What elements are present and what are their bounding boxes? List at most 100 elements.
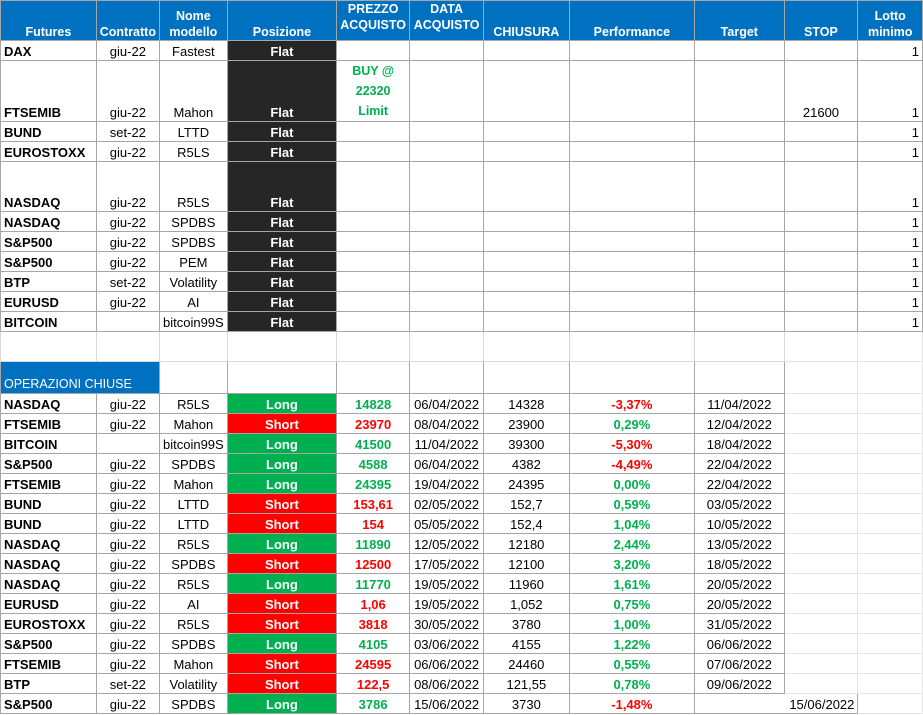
empty-cell[interactable] [95,331,160,362]
cell-target[interactable] [694,161,785,212]
cell-performance[interactable] [568,141,696,162]
cell-data-acquisto[interactable] [409,141,485,162]
cell-target[interactable]: 10/05/2022 [694,513,785,534]
cell-modello[interactable]: bitcoin99S [158,433,228,454]
cell-data-acquisto[interactable] [409,291,485,312]
cell-stop[interactable] [783,121,859,142]
cell-performance[interactable] [568,231,696,252]
cell-target[interactable]: 22/04/2022 [694,473,785,494]
cell-future[interactable]: FTSEMIB [0,60,97,122]
cell-target[interactable]: 11/04/2022 [694,393,785,414]
cell-future[interactable]: EUROSTOXX [0,141,97,162]
cell-future[interactable]: BTP [0,271,97,292]
cell-modello[interactable]: LTTD [158,513,228,534]
empty-cell[interactable] [483,331,570,362]
empty-cell[interactable] [158,361,228,394]
cell-chiusura[interactable]: 3780 [483,613,570,634]
empty-cell[interactable] [409,331,485,362]
cell-stop[interactable] [783,161,859,212]
cell-future[interactable]: EUROSTOXX [0,613,97,634]
empty-cell[interactable] [336,331,411,362]
cell-future[interactable]: EURUSD [0,593,97,614]
empty-cell[interactable] [783,361,859,394]
cell-modello[interactable]: Volatility [158,673,228,694]
cell-chiusura[interactable]: 39300 [483,433,570,454]
cell-chiusura[interactable] [483,141,570,162]
cell-chiusura[interactable]: 14328 [483,393,570,414]
cell-future[interactable]: BITCOIN [0,311,97,332]
empty-cell[interactable] [568,361,696,394]
cell-performance[interactable]: 0,78% [568,673,696,694]
cell-contratto[interactable]: giu-22 [95,251,160,272]
cell-contratto[interactable]: giu-22 [95,553,160,574]
cell-modello[interactable]: Mahon [158,413,228,434]
cell-performance[interactable]: 0,59% [568,493,696,514]
cell-data-acquisto[interactable]: 19/05/2022 [409,573,485,594]
cell-future[interactable]: BTP [0,673,97,694]
cell-chiusura[interactable]: 4382 [483,453,570,474]
cell-modello[interactable]: bitcoin99S [158,311,228,332]
empty-cell[interactable] [783,413,859,434]
empty-cell[interactable] [783,453,859,474]
cell-modello[interactable]: Mahon [158,473,228,494]
cell-posizione[interactable]: Flat [226,251,338,272]
cell-lotto[interactable]: 1 [857,60,923,122]
cell-chiusura[interactable]: 24460 [483,653,570,674]
cell-data-acquisto[interactable] [409,271,485,292]
cell-lotto[interactable]: 1 [857,231,923,252]
col-header-lotto-minimo[interactable]: Lotto minimo [857,0,923,41]
cell-target[interactable]: 12/04/2022 [694,413,785,434]
cell-contratto[interactable] [95,311,160,332]
empty-cell[interactable] [857,513,923,534]
col-header-futures[interactable]: Futures [0,0,97,41]
cell-performance[interactable]: -4,49% [568,453,696,474]
empty-cell[interactable] [226,361,338,394]
cell-future[interactable]: NASDAQ [0,553,97,574]
empty-cell[interactable] [694,331,785,362]
cell-data-acquisto[interactable] [409,251,485,272]
cell-chiusura[interactable] [483,271,570,292]
cell-performance[interactable] [568,121,696,142]
cell-performance[interactable] [568,311,696,332]
cell-lotto[interactable]: 1 [857,311,923,332]
cell-prezzo-acquisto[interactable] [336,271,411,292]
cell-prezzo-acquisto[interactable]: 14828 [336,393,411,414]
cell-posizione[interactable]: Flat [226,161,338,212]
cell-prezzo-acquisto[interactable]: 12500 [336,553,411,574]
cell-target[interactable]: 31/05/2022 [694,613,785,634]
cell-prezzo-acquisto[interactable]: 153,61 [336,493,411,514]
cell-posizione[interactable]: Flat [226,141,338,162]
cell-chiusura[interactable]: 1,052 [483,593,570,614]
cell-contratto[interactable]: set-22 [95,121,160,142]
cell-contratto[interactable]: giu-22 [95,493,160,514]
empty-cell[interactable] [857,393,923,414]
position-badge-short[interactable]: Short [226,553,338,574]
cell-contratto[interactable]: set-22 [95,271,160,292]
empty-cell[interactable] [857,453,923,474]
cell-prezzo-acquisto[interactable] [336,251,411,272]
empty-cell[interactable] [0,331,97,362]
cell-stop[interactable] [783,231,859,252]
cell-contratto[interactable]: giu-22 [95,613,160,634]
cell-prezzo-acquisto[interactable]: 23970 [336,413,411,434]
col-header-data-acquisto[interactable]: DATA ACQUISTO [409,0,485,41]
position-badge-long[interactable]: Long [226,393,338,414]
cell-stop[interactable] [783,311,859,332]
cell-target[interactable]: 06/06/2022 [694,633,785,654]
cell-modello[interactable]: Mahon [158,60,228,122]
cell-chiusura[interactable] [483,311,570,332]
cell-contratto[interactable]: giu-22 [95,141,160,162]
cell-chiusura[interactable] [483,251,570,272]
cell-lotto[interactable]: 1 [857,271,923,292]
cell-data-acquisto[interactable] [409,311,485,332]
position-badge-long[interactable]: Long [226,693,338,714]
cell-data-acquisto[interactable]: 02/05/2022 [409,493,485,514]
cell-modello[interactable]: SPDBS [158,211,228,232]
cell-modello[interactable]: R5LS [158,141,228,162]
cell-data-acquisto[interactable]: 06/04/2022 [409,393,485,414]
empty-cell[interactable] [857,493,923,514]
col-header-performance[interactable]: Performance [568,0,696,41]
cell-performance[interactable] [568,251,696,272]
empty-cell[interactable] [857,593,923,614]
cell-chiusura[interactable] [483,121,570,142]
